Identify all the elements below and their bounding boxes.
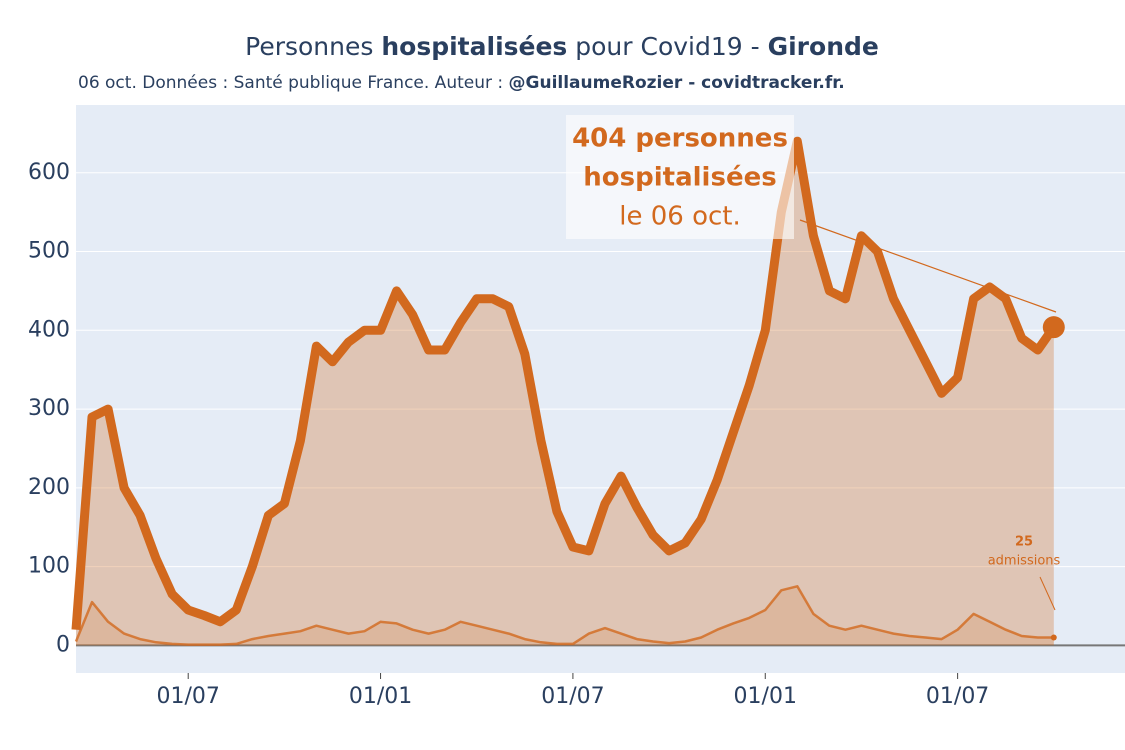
area <box>76 586 1054 646</box>
annotation-arrow <box>799 219 1057 313</box>
y-tick-label: 400 <box>28 317 70 342</box>
annotation-text: admissions <box>988 554 1061 569</box>
line <box>74 585 1054 646</box>
y-tick-label: 300 <box>28 396 70 421</box>
title-part: pour Covid19 - <box>567 32 767 61</box>
annotation-text: 25 <box>1015 535 1033 550</box>
title-part: Personnes <box>245 32 381 61</box>
x-tick-label: 01/01 <box>734 684 797 709</box>
y-tick-label: 600 <box>28 160 70 185</box>
annotation-text: hospitalisées <box>583 163 776 193</box>
title-part: Gironde <box>768 32 879 61</box>
x-tick-label: 01/07 <box>541 684 604 709</box>
area <box>76 141 1054 646</box>
annotation-arrow <box>1039 576 1056 611</box>
subtitle-part: 06 oct. Données : Santé publique France.… <box>78 73 509 93</box>
y-tick-label: 0 <box>56 632 70 657</box>
y-tick-label: 100 <box>28 554 70 579</box>
line <box>71 136 1058 631</box>
end-marker <box>1042 316 1065 339</box>
annotation-text: 404 personnes <box>572 124 788 154</box>
subtitle-part: @GuillaumeRozier - covidtracker.fr. <box>509 73 845 93</box>
chart-subtitle: 06 oct. Données : Santé publique France.… <box>78 73 845 93</box>
annotation-text: le 06 oct. <box>619 202 741 232</box>
x-tick-label: 01/01 <box>349 684 412 709</box>
x-tick-label: 01/07 <box>926 684 989 709</box>
end-marker <box>1050 634 1057 641</box>
annotation-box <box>566 115 794 239</box>
y-tick-label: 200 <box>28 475 70 500</box>
y-tick-label: 500 <box>28 239 70 264</box>
title-part: hospitalisées <box>381 32 567 61</box>
x-tick-label: 01/07 <box>157 684 220 709</box>
chart-title: Personnes hospitalisées pour Covid19 - G… <box>245 32 879 61</box>
